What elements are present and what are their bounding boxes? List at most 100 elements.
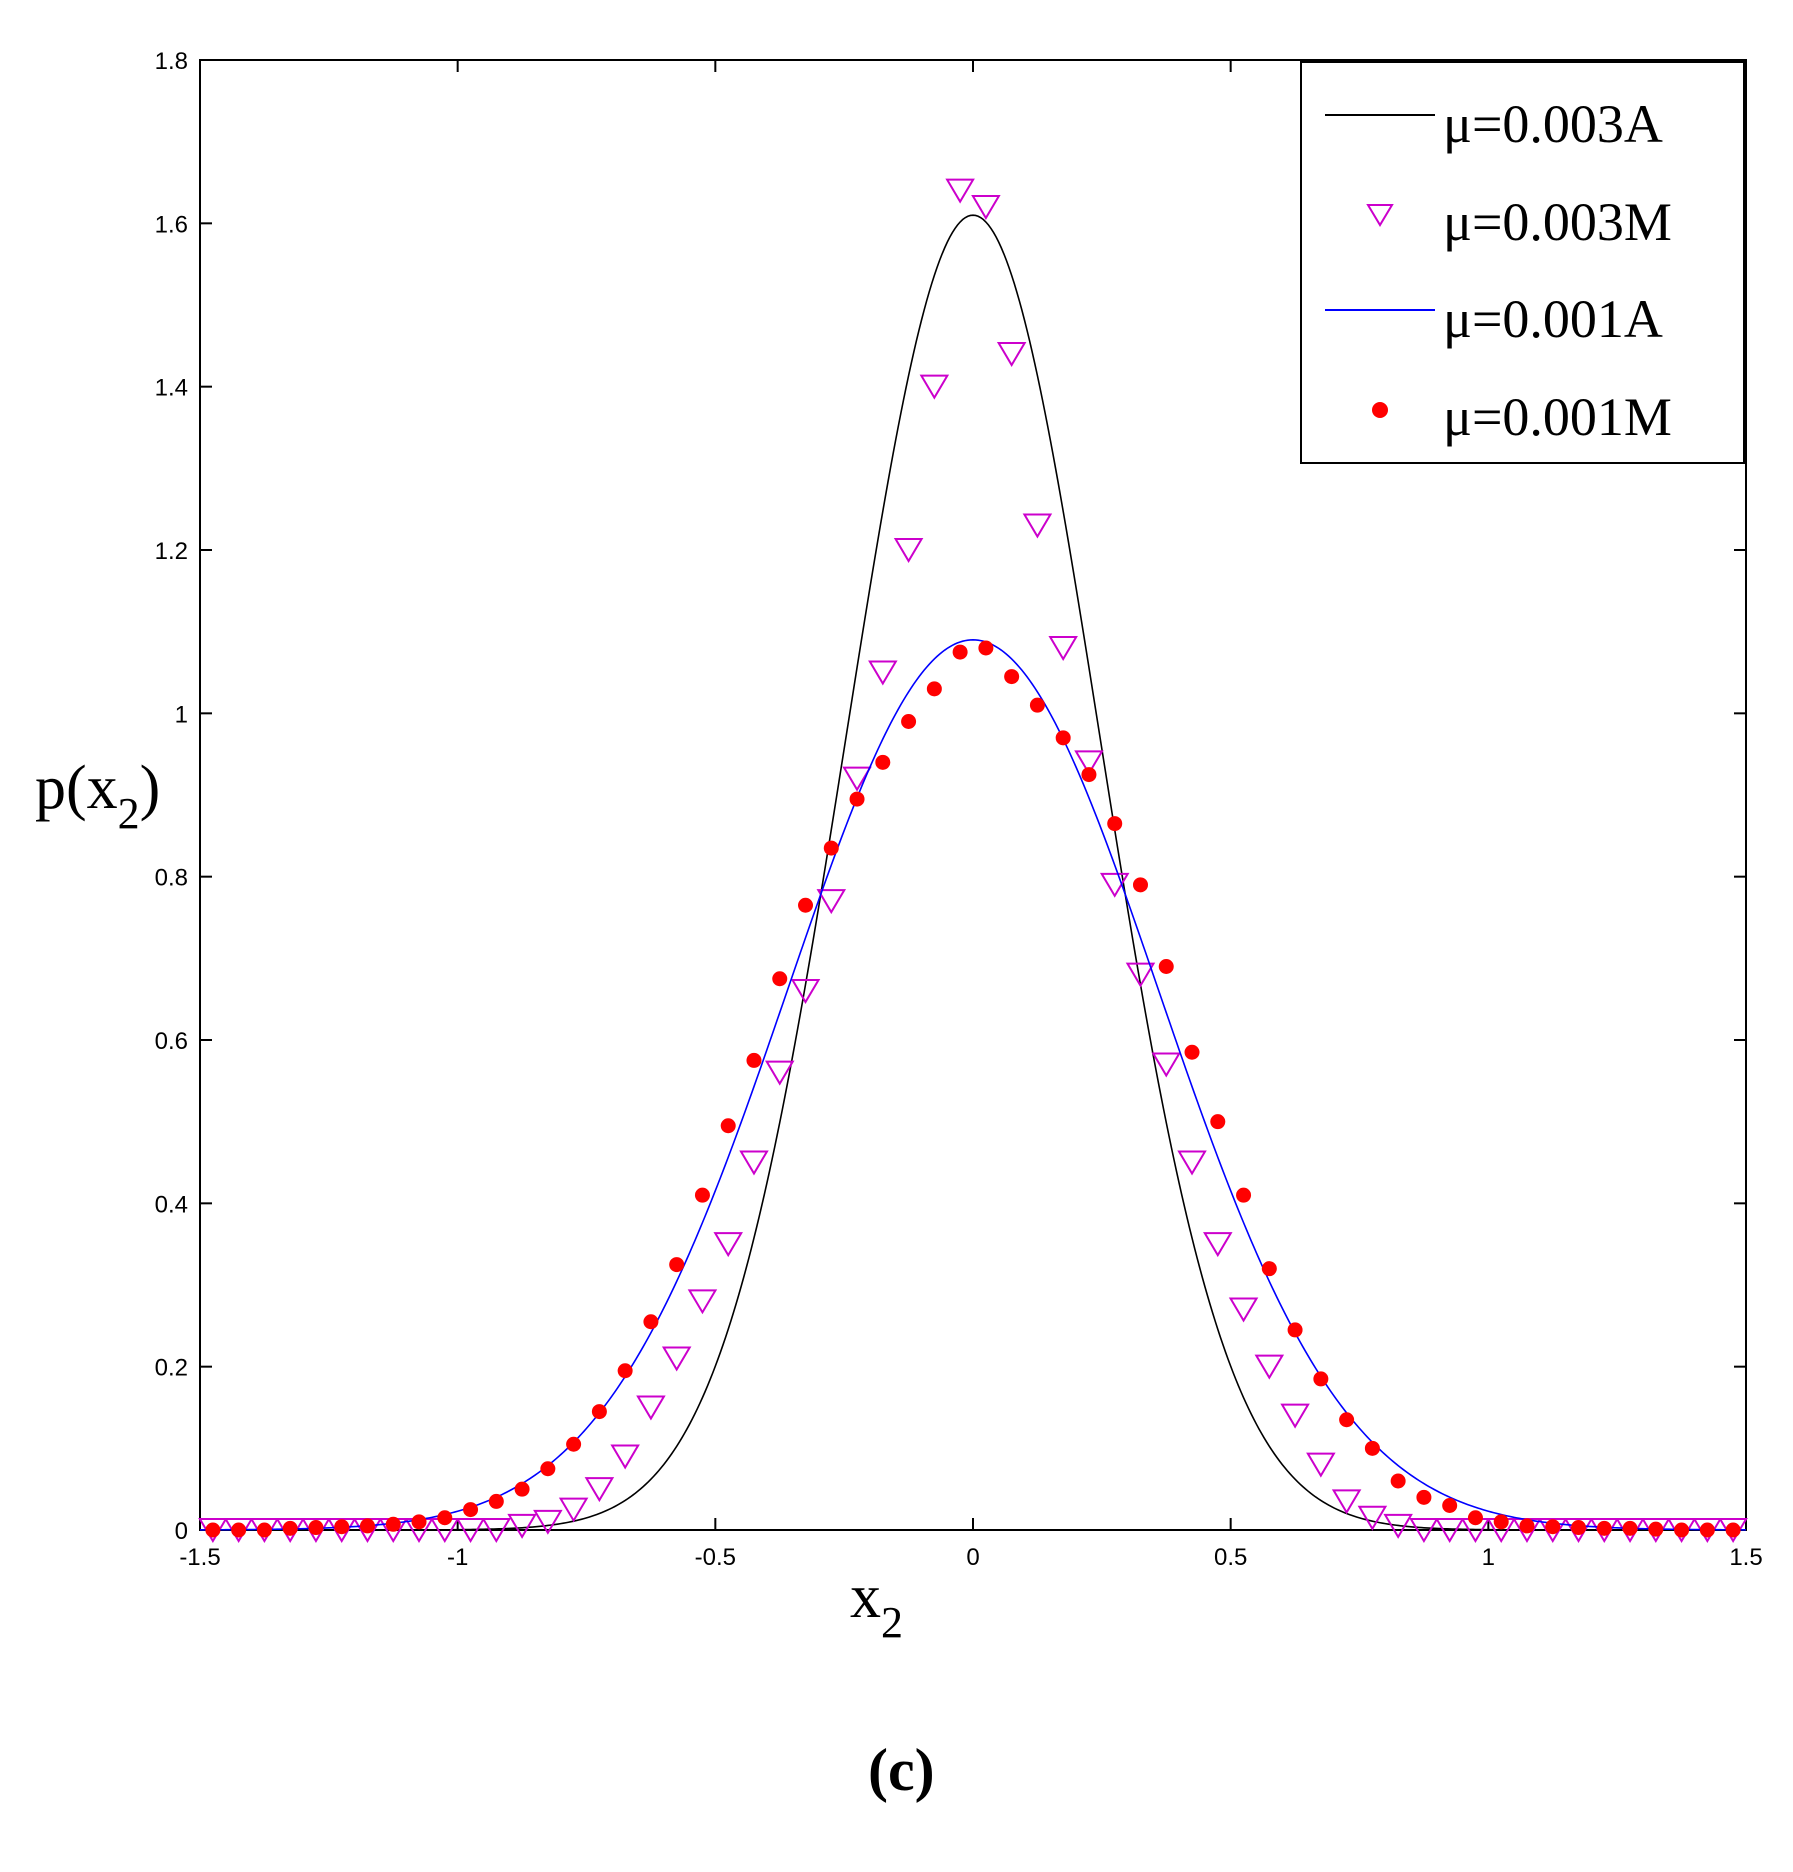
triangle-marker [996,342,1027,367]
dot-marker [1442,1498,1458,1513]
legend-label-3: μ=0.001M [1443,387,1672,447]
dot-marker [926,681,942,697]
triangle-marker [739,1150,769,1176]
triangle-marker [842,766,872,792]
triangle-marker [764,1060,795,1086]
x-axis-label: x2 [850,1563,903,1647]
dot-marker [952,644,968,660]
triangle-marker [1048,636,1078,661]
dot-marker [1571,1520,1587,1536]
legend-label-1: μ=0.003M [1443,192,1672,252]
dot-marker [1210,1114,1226,1130]
dot-marker [411,1514,427,1530]
triangle-marker [1228,1297,1259,1323]
dot-marker [1184,1044,1200,1060]
dot-marker [1622,1520,1638,1536]
dot-marker [1004,669,1020,685]
triangle-marker [816,889,847,915]
dot-marker [1596,1520,1612,1536]
dot-marker [746,1052,762,1068]
triangle-marker [1125,962,1156,988]
legend-box [1300,61,1745,464]
triangle-marker [790,979,821,1004]
series-line-2 [199,639,1747,1531]
triangle-marker [455,1518,486,1543]
x-tick-label: -1 [447,1544,468,1571]
dot-marker [875,754,891,770]
dot-marker [437,1510,453,1526]
triangle-marker [636,1395,666,1421]
dot-marker [669,1257,685,1273]
triangle-marker [610,1444,640,1470]
x-tick-label: -1.5 [179,1544,220,1571]
dot-marker [1364,1440,1380,1456]
triangle-marker [1177,1150,1207,1176]
triangle-marker [1254,1354,1285,1380]
triangle-marker [1409,1518,1439,1543]
y-tick-label: 0.4 [155,1191,188,1218]
triangle-marker [661,1346,692,1372]
triangle-marker [1022,513,1053,539]
dot-marker [772,971,788,987]
dot-marker [1699,1522,1715,1538]
dot-marker [1132,877,1148,893]
dot-marker [1467,1510,1483,1526]
legend-label-2: μ=0.001A [1443,289,1663,349]
triangle-marker [584,1477,615,1503]
dot-marker [720,1118,736,1134]
triangle-marker [558,1497,589,1523]
dot-marker [1648,1521,1664,1537]
y-tick-label: 1.6 [155,211,188,238]
y-tick-label: 1.4 [155,375,188,402]
dot-marker [488,1493,504,1509]
dot-marker [282,1520,298,1536]
dot-marker [617,1363,633,1379]
triangle-marker [1434,1518,1465,1543]
triangle-marker [507,1513,537,1539]
dot-marker [1313,1371,1329,1387]
triangle-marker [481,1518,512,1543]
triangle-marker [1203,1232,1233,1258]
dot-marker [463,1502,479,1518]
figure-caption: (c) [868,1737,935,1803]
dot-marker [514,1481,530,1497]
dot-marker [1107,816,1123,832]
legend-label-0: μ=0.003A [1443,94,1663,154]
y-tick-label: 0 [175,1518,188,1545]
x-tick-label: 1.5 [1729,1544,1762,1571]
y-tick-label: 0.2 [155,1355,188,1382]
dot-marker [256,1522,272,1538]
dot-marker [1545,1519,1561,1535]
triangle-marker [1306,1452,1336,1478]
dot-marker [231,1522,247,1538]
dot-marker [1339,1412,1355,1428]
triangle-marker [868,660,898,686]
triangle-marker [1151,1052,1182,1078]
triangle-marker [919,374,950,400]
dot-marker [205,1522,221,1538]
dot-marker [1287,1322,1303,1338]
triangle-marker [1074,750,1104,776]
dot-marker [540,1461,556,1477]
triangle-marker [1383,1513,1413,1539]
x-tick-label: 1 [1482,1544,1495,1571]
y-tick-label: 0.8 [155,865,188,892]
dot-marker [1725,1522,1741,1538]
dot-marker [308,1520,324,1536]
dot-marker [1158,959,1174,974]
dot-marker [1390,1473,1406,1489]
dot-marker [1519,1518,1535,1534]
legend-dot-marker [1372,402,1388,418]
dot-marker [849,791,865,807]
dot-marker [1081,767,1097,783]
y-tick-label: 1.8 [155,48,188,75]
triangle-marker [1331,1489,1362,1515]
dot-marker [1236,1187,1252,1203]
dot-marker [359,1518,375,1534]
dot-marker [1055,730,1071,746]
y-tick-label: 0.6 [155,1028,188,1055]
dot-marker [566,1436,582,1452]
triangle-marker [945,178,975,204]
x-tick-label: 0.5 [1214,1544,1247,1571]
